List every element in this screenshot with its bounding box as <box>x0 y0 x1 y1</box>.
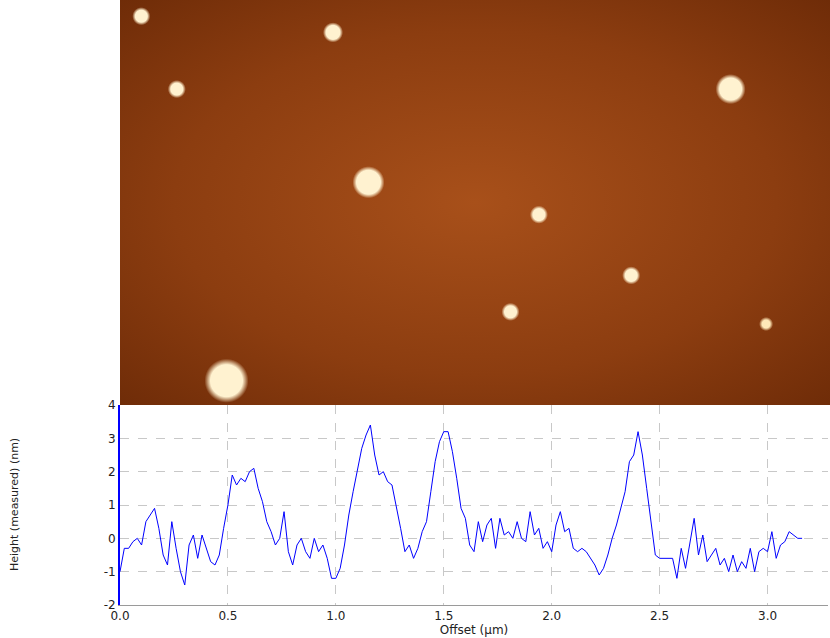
svg-text:4: 4 <box>108 398 116 412</box>
svg-text:Offset (µm): Offset (µm) <box>440 623 509 637</box>
svg-text:0.5: 0.5 <box>218 609 237 623</box>
svg-text:0: 0 <box>108 532 116 546</box>
svg-text:0.0: 0.0 <box>110 609 129 623</box>
svg-text:3.0: 3.0 <box>758 609 777 623</box>
svg-text:3: 3 <box>108 432 116 446</box>
svg-text:2.5: 2.5 <box>650 609 669 623</box>
svg-text:1.0: 1.0 <box>326 609 345 623</box>
svg-text:Height (measured) (nm): Height (measured) (nm) <box>8 438 21 571</box>
svg-text:-1: -1 <box>104 565 116 579</box>
svg-text:2.0: 2.0 <box>542 609 561 623</box>
svg-text:-2: -2 <box>104 598 116 612</box>
svg-text:1.5: 1.5 <box>434 609 453 623</box>
svg-text:1: 1 <box>108 498 116 512</box>
svg-text:2: 2 <box>108 465 116 479</box>
